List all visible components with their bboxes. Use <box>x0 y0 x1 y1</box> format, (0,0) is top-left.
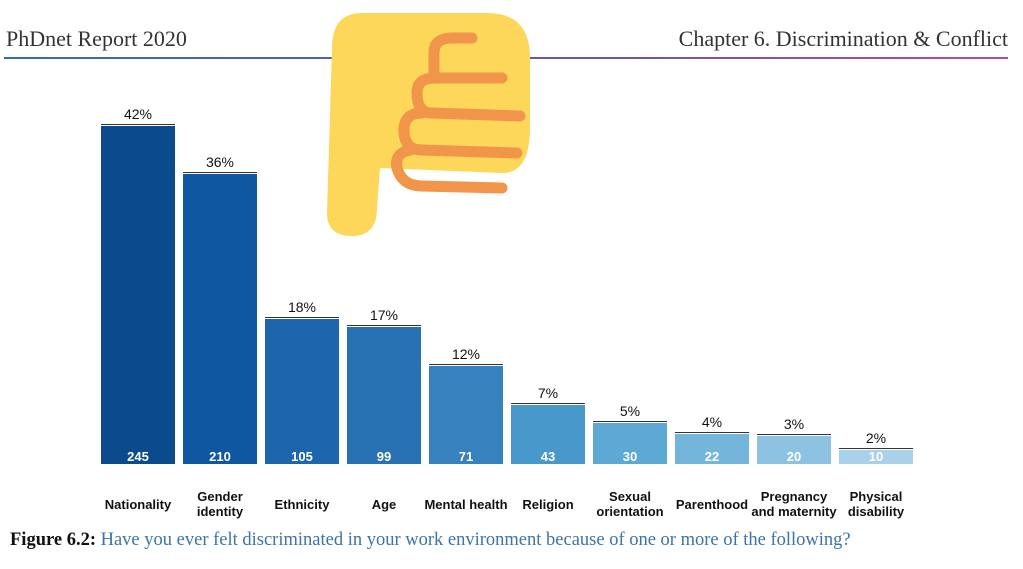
bar-share-label: 17% <box>347 307 421 327</box>
bar-share-label: 18% <box>265 299 339 319</box>
bar <box>839 450 913 464</box>
bar <box>593 422 667 464</box>
bar <box>347 327 421 464</box>
bar-share-label: 2% <box>839 430 913 450</box>
thumbs-down-emoji <box>327 13 530 236</box>
bar-count-label: 10 <box>868 449 884 464</box>
bar-count-label: 30 <box>622 449 638 464</box>
x-tick-label: Age <box>371 496 397 512</box>
bar <box>757 436 831 464</box>
chart: 245 42% Nationality 210 36% Gender identity 10… <box>101 106 913 519</box>
bar <box>429 366 503 464</box>
bar <box>101 126 175 464</box>
bar-count-label: 71 <box>458 449 474 464</box>
caption-label: Figure 6.2: <box>10 530 96 550</box>
header-right: Chapter 6. Discrimination & Conflict <box>678 26 1008 51</box>
x-tick-label: Sexual orientation <box>596 489 664 519</box>
bar <box>511 404 585 464</box>
bar-share-label: 4% <box>675 414 749 433</box>
bar-count-label: 105 <box>291 449 313 464</box>
bar-share-label: 36% <box>183 154 257 174</box>
x-tick-label: Parenthood <box>675 496 749 512</box>
bar-count-label: 43 <box>540 449 556 464</box>
x-tick-label: Gender identity <box>196 489 244 519</box>
x-tick-label: Ethnicity <box>274 496 330 512</box>
caption: Figure 6.2: Have you ever felt discrimin… <box>10 530 851 551</box>
bar <box>265 319 339 464</box>
bar-count-label: 210 <box>209 449 231 464</box>
bar <box>675 433 749 464</box>
bar-share-label: 12% <box>429 346 503 366</box>
bar-count-label: 245 <box>127 449 149 464</box>
header-left: PhDnet Report 2020 <box>6 26 187 51</box>
x-tick-label: Mental health <box>424 496 508 512</box>
bar-share-label: 7% <box>511 385 585 404</box>
x-tick-label: Physical disability <box>847 489 905 519</box>
x-tick-label: Religion <box>522 496 574 512</box>
x-tick-label: Pregnancy and maternity <box>751 489 837 519</box>
bar-count-label: 22 <box>704 449 720 464</box>
bar-share-label: 5% <box>593 403 667 422</box>
x-tick-label: Nationality <box>104 496 172 512</box>
caption-text: Have you ever felt discriminated in your… <box>100 530 851 550</box>
bar <box>183 174 257 464</box>
bar-share-label: 3% <box>757 416 831 436</box>
bar-count-label: 20 <box>786 449 802 464</box>
bar-share-label: 42% <box>101 106 175 125</box>
bar-count-label: 99 <box>376 449 392 464</box>
